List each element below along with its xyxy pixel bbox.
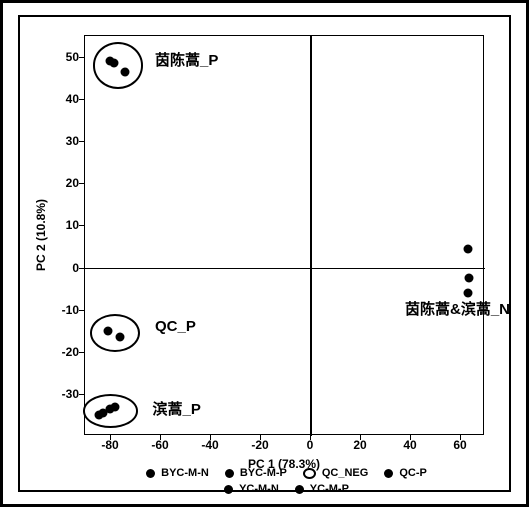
legend-marker	[295, 485, 304, 494]
scatter-plot: PC 2 (10.8%) -80-60-40-200204060-30-20-1…	[84, 35, 484, 435]
legend-item: BYC-M-N	[146, 467, 209, 479]
legend: BYC-M-N BYC-M-P QC_NEG QC-P YC-M-N YC-M-P	[84, 465, 489, 497]
legend-item: QC-P	[384, 467, 427, 479]
y-tick-label: 20	[66, 176, 79, 190]
y-tick-label: 10	[66, 218, 79, 232]
data-point	[463, 288, 472, 297]
x-tick-label: -40	[201, 438, 218, 452]
legend-marker	[303, 468, 316, 479]
y-tick-label: -10	[62, 303, 79, 317]
legend-item: BYC-M-P	[225, 467, 287, 479]
y-tick	[79, 57, 85, 58]
x-tick-label: 20	[353, 438, 366, 452]
legend-label: YC-M-N	[239, 483, 279, 495]
label-mix-n: 茵陈蒿&滨蒿_N	[405, 301, 515, 318]
y-tick	[79, 225, 85, 226]
y-axis-label: PC 2 (10.8%)	[34, 199, 48, 271]
y-tick	[79, 352, 85, 353]
data-point	[111, 402, 120, 411]
axis-zero-line	[85, 268, 485, 270]
y-tick	[79, 268, 85, 269]
legend-row: BYC-M-N BYC-M-P QC_NEG QC-P YC-M-N YC-M-P	[84, 465, 489, 497]
data-point	[463, 244, 472, 253]
y-tick-label: -30	[62, 387, 79, 401]
y-tick-label: -20	[62, 345, 79, 359]
y-tick-label: 50	[66, 50, 79, 64]
x-tick-label: 40	[403, 438, 416, 452]
y-tick-label: 0	[72, 261, 79, 275]
y-tick	[79, 99, 85, 100]
chart-panel: PC 2 (10.8%) -80 -60 -40 -20 0 20 40 60 -30 -20 -1…	[18, 15, 511, 492]
legend-label: BYC-M-P	[240, 467, 287, 479]
data-point	[103, 326, 112, 335]
legend-marker	[225, 469, 234, 478]
y-tick-label: 30	[66, 134, 79, 148]
y-tick-label: 40	[66, 92, 79, 106]
legend-item: QC_NEG	[303, 467, 368, 479]
axis-zero-line	[310, 36, 312, 436]
data-point	[121, 67, 130, 76]
legend-marker	[384, 469, 393, 478]
x-tick-label: 0	[307, 438, 314, 452]
cluster-ellipse-qc_p	[90, 314, 140, 352]
legend-marker	[146, 469, 155, 478]
legend-marker	[224, 485, 233, 494]
legend-item: YC-M-N	[224, 483, 279, 495]
data-point	[464, 274, 473, 283]
y-tick	[79, 141, 85, 142]
legend-label: BYC-M-N	[161, 467, 209, 479]
y-tick	[79, 310, 85, 311]
legend-label: QC-P	[399, 467, 427, 479]
x-tick-label: -80	[101, 438, 118, 452]
y-tick	[79, 394, 85, 395]
label-yinchenhao-p: 茵陈蒿_P	[155, 49, 218, 70]
legend-label: YC-M-P	[310, 483, 349, 495]
y-tick	[79, 183, 85, 184]
legend-label: QC_NEG	[322, 467, 368, 479]
label-qc-p: QC_P	[155, 318, 196, 335]
data-point	[116, 333, 125, 342]
data-point	[109, 59, 118, 68]
outer-frame: PC 2 (10.8%) -80 -60 -40 -20 0 20 40 60 -30 -20 -1…	[0, 0, 529, 507]
label-binhao-p: 滨蒿_P	[153, 398, 201, 419]
x-tick-label: 60	[453, 438, 466, 452]
legend-item: YC-M-P	[295, 483, 349, 495]
x-tick-label: -60	[151, 438, 168, 452]
x-tick-label: -20	[251, 438, 268, 452]
